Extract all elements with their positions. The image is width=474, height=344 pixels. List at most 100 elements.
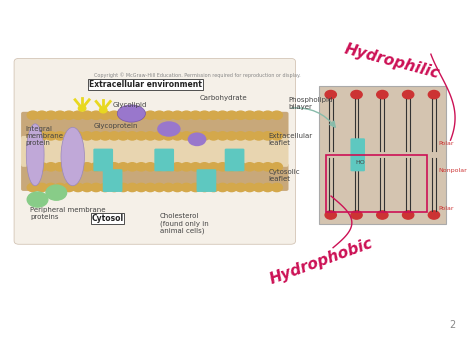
Circle shape [208, 183, 219, 192]
Circle shape [73, 132, 83, 140]
Circle shape [199, 111, 210, 119]
Circle shape [109, 183, 120, 192]
Circle shape [100, 132, 111, 140]
Circle shape [136, 111, 147, 119]
Circle shape [163, 132, 174, 140]
Circle shape [244, 111, 255, 119]
Circle shape [91, 111, 102, 119]
Circle shape [64, 132, 74, 140]
Text: Extracellular environment: Extracellular environment [89, 80, 202, 89]
Circle shape [217, 111, 228, 119]
Circle shape [402, 90, 414, 99]
Circle shape [190, 111, 201, 119]
Circle shape [109, 132, 120, 140]
FancyBboxPatch shape [21, 112, 289, 139]
Circle shape [217, 183, 228, 192]
Circle shape [208, 163, 219, 171]
Circle shape [55, 163, 65, 171]
Circle shape [100, 111, 111, 119]
Circle shape [73, 163, 83, 171]
Circle shape [64, 111, 74, 119]
Circle shape [325, 211, 337, 219]
Circle shape [109, 163, 120, 171]
Circle shape [262, 111, 273, 119]
Circle shape [27, 111, 38, 119]
Text: 2: 2 [449, 320, 455, 330]
Circle shape [136, 183, 147, 192]
Circle shape [127, 183, 138, 192]
Ellipse shape [157, 121, 181, 137]
Circle shape [190, 183, 201, 192]
Circle shape [36, 111, 47, 119]
Circle shape [145, 132, 156, 140]
Circle shape [27, 132, 38, 140]
Circle shape [377, 211, 388, 219]
Circle shape [118, 163, 129, 171]
Circle shape [199, 183, 210, 192]
FancyBboxPatch shape [103, 169, 122, 192]
Circle shape [136, 132, 147, 140]
Circle shape [36, 163, 47, 171]
Circle shape [253, 132, 264, 140]
Text: Polar: Polar [438, 206, 454, 211]
Text: Hydrophilic: Hydrophilic [342, 42, 441, 82]
Circle shape [244, 163, 255, 171]
Circle shape [181, 163, 192, 171]
Circle shape [235, 111, 246, 119]
FancyBboxPatch shape [350, 138, 365, 171]
Circle shape [172, 132, 183, 140]
Circle shape [46, 183, 56, 192]
Circle shape [235, 183, 246, 192]
Text: Integral
membrane
protein: Integral membrane protein [26, 126, 64, 146]
Ellipse shape [26, 124, 44, 186]
Circle shape [235, 132, 246, 140]
Circle shape [145, 163, 156, 171]
Circle shape [351, 211, 362, 219]
Text: Hydrophobic: Hydrophobic [268, 236, 375, 287]
Circle shape [127, 163, 138, 171]
Ellipse shape [117, 105, 146, 122]
Text: Carbohydrate: Carbohydrate [200, 95, 247, 101]
Ellipse shape [61, 127, 84, 186]
Circle shape [27, 163, 38, 171]
Circle shape [91, 163, 102, 171]
Circle shape [377, 90, 388, 99]
Circle shape [271, 111, 283, 119]
Circle shape [271, 132, 283, 140]
Circle shape [271, 163, 283, 171]
Circle shape [127, 111, 138, 119]
Circle shape [118, 111, 129, 119]
FancyBboxPatch shape [225, 149, 245, 171]
Circle shape [208, 111, 219, 119]
Circle shape [325, 90, 337, 99]
Circle shape [55, 183, 65, 192]
Circle shape [428, 90, 439, 99]
Text: Polar: Polar [438, 141, 454, 146]
Circle shape [271, 183, 283, 192]
Circle shape [217, 132, 228, 140]
Circle shape [154, 111, 165, 119]
FancyBboxPatch shape [21, 136, 289, 167]
Circle shape [145, 183, 156, 192]
Circle shape [118, 183, 129, 192]
Circle shape [172, 111, 183, 119]
Circle shape [351, 90, 362, 99]
Circle shape [100, 183, 111, 192]
Text: Copyright © McGraw-Hill Education. Permission required for reproduction or displ: Copyright © McGraw-Hill Education. Permi… [94, 73, 301, 78]
Text: Phospholipid
bilayer: Phospholipid bilayer [289, 97, 333, 110]
FancyBboxPatch shape [93, 149, 113, 171]
Circle shape [172, 183, 183, 192]
FancyBboxPatch shape [197, 169, 216, 192]
Circle shape [217, 163, 228, 171]
Circle shape [154, 132, 165, 140]
Circle shape [73, 111, 83, 119]
Circle shape [127, 132, 138, 140]
Circle shape [100, 163, 111, 171]
FancyBboxPatch shape [319, 86, 446, 224]
Circle shape [199, 163, 210, 171]
Circle shape [100, 107, 107, 113]
Circle shape [27, 192, 48, 207]
Text: Extracellular
leaflet: Extracellular leaflet [268, 133, 312, 146]
FancyBboxPatch shape [14, 58, 296, 244]
Circle shape [181, 132, 192, 140]
